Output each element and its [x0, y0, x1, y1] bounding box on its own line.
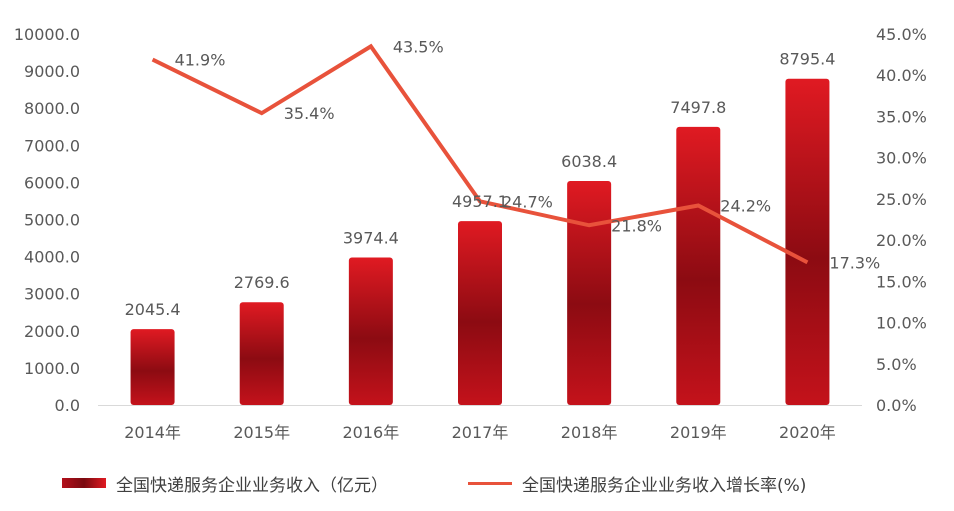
bar	[676, 126, 721, 406]
growth-rate-line	[151, 43, 809, 265]
right-tick-label: 45.0%	[876, 25, 927, 44]
line-value-label: 21.8%	[611, 216, 662, 235]
x-tick-label: 2019年	[670, 423, 727, 442]
right-tick-label: 15.0%	[876, 272, 927, 291]
left-tick-label: 8000.0	[24, 99, 80, 118]
line-value-label: 43.5%	[393, 37, 444, 56]
x-tick-label: 2017年	[452, 423, 509, 442]
right-tick-label: 20.0%	[876, 231, 927, 250]
right-tick-label: 10.0%	[876, 314, 927, 333]
bar-value-label: 8795.4	[779, 50, 835, 69]
bar-value-label: 2045.4	[125, 300, 181, 319]
left-tick-label: 6000.0	[24, 173, 80, 192]
line-series	[151, 43, 809, 265]
bar	[785, 78, 830, 405]
bar-value-label: 4957.1	[452, 192, 508, 211]
x-tick-label: 2018年	[561, 423, 618, 442]
right-tick-label: 40.0%	[876, 66, 927, 85]
left-tick-label: 10000.0	[14, 25, 80, 44]
bar-series	[130, 78, 830, 406]
bar	[239, 302, 284, 405]
left-tick-label: 4000.0	[24, 248, 80, 267]
legend-label-revenue: 全国快递服务企业业务收入（亿元）	[116, 475, 388, 496]
bar-data-labels: 2045.4 2769.6 3974.4 4957.1 6038.4 7497.8 8795…	[125, 50, 836, 319]
left-tick-label: 0.0	[55, 396, 80, 415]
legend: 全国快递服务企业业务收入（亿元） 全国快递服务企业业务收入增长率(%)	[0, 466, 954, 500]
left-tick-label: 7000.0	[24, 136, 80, 155]
bar-value-label: 3974.4	[343, 229, 399, 248]
left-tick-label: 9000.0	[24, 62, 80, 81]
x-axis-ticks: 2014年 2015年 2016年 2017年 2018年 2019年 2020年	[124, 423, 836, 442]
bar-value-label: 2769.6	[234, 273, 290, 292]
right-tick-label: 5.0%	[876, 355, 917, 374]
legend-bar-swatch	[62, 478, 106, 488]
bar	[458, 221, 502, 405]
line-value-label: 17.3%	[829, 253, 880, 272]
left-tick-label: 2000.0	[24, 322, 80, 341]
x-tick-label: 2020年	[779, 423, 836, 442]
left-tick-label: 5000.0	[24, 211, 80, 230]
left-axis-ticks: 0.0 1000.0 2000.0 3000.0 4000.0 5000.0 6000.0 7…	[14, 25, 80, 415]
bar	[567, 180, 612, 405]
line-data-labels: 41.9% 35.4% 43.5% 24.7% 21.8% 24.2% 17.3%	[175, 37, 881, 272]
right-axis-ticks: 0.0% 5.0% 10.0% 15.0% 20.0% 25.0% 30.0% 35.0% 40…	[876, 25, 927, 415]
legend-label-growth: 全国快递服务企业业务收入增长率(%)	[522, 475, 807, 496]
line-value-label: 24.7%	[502, 192, 553, 211]
right-tick-label: 30.0%	[876, 149, 927, 168]
bar-value-label: 7497.8	[670, 98, 726, 117]
line-value-label: 41.9%	[175, 51, 226, 70]
right-tick-label: 25.0%	[876, 190, 927, 209]
left-tick-label: 3000.0	[24, 285, 80, 304]
x-tick-label: 2016年	[342, 423, 399, 442]
legend-line-swatch	[468, 481, 512, 485]
legend-item-growth: 全国快递服务企业业务收入增长率(%)	[468, 466, 806, 500]
line-value-label: 24.2%	[720, 196, 771, 215]
right-tick-label: 35.0%	[876, 107, 927, 126]
x-tick-label: 2015年	[233, 423, 290, 442]
right-tick-label: 0.0%	[876, 396, 917, 415]
legend-item-revenue: 全国快递服务企业业务收入（亿元）	[62, 466, 388, 500]
bar	[348, 257, 393, 405]
line-value-label: 35.4%	[284, 104, 335, 123]
bar-value-label: 6038.4	[561, 152, 617, 171]
combo-chart: 0.0 1000.0 2000.0 3000.0 4000.0 5000.0 6000.0 7…	[14, 25, 927, 442]
bar	[130, 329, 175, 405]
left-tick-label: 1000.0	[24, 359, 80, 378]
x-tick-label: 2014年	[124, 423, 181, 442]
